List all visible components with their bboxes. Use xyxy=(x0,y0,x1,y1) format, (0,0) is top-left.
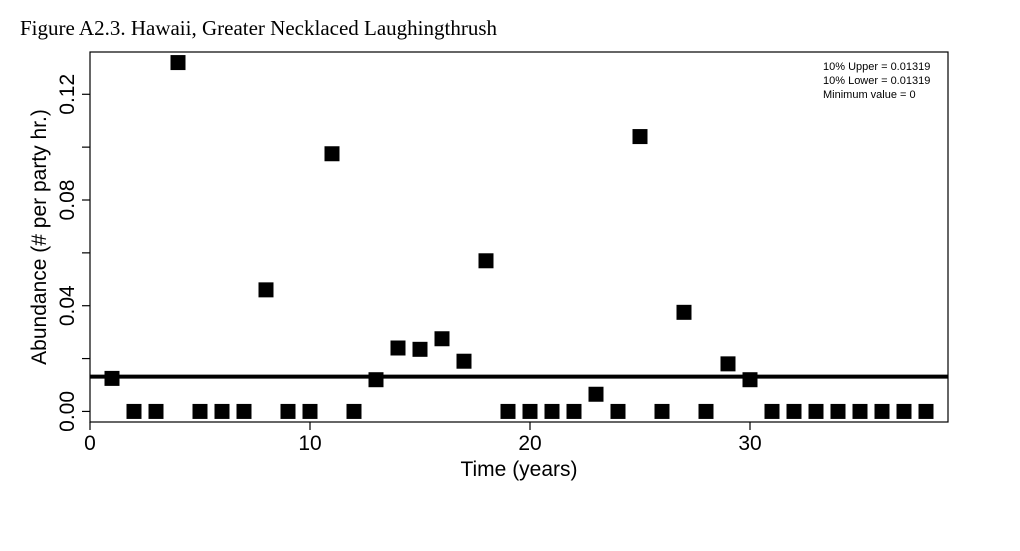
data-point xyxy=(324,146,340,162)
data-point xyxy=(126,403,142,419)
data-point xyxy=(830,403,846,419)
legend-upper: 10% Upper = 0.01319 xyxy=(823,61,930,73)
figure-title: Figure A2.3. Hawaii, Greater Necklaced L… xyxy=(20,16,498,40)
x-tick-label: 20 xyxy=(518,432,541,455)
data-point xyxy=(368,372,384,388)
y-tick-label: 0.04 xyxy=(56,285,79,326)
data-point xyxy=(192,403,208,419)
x-tick-label: 0 xyxy=(84,432,96,455)
data-point xyxy=(346,403,362,419)
data-point xyxy=(874,403,890,419)
y-axis-label: Abundance (# per party hr.) xyxy=(28,109,51,365)
data-point xyxy=(478,253,494,269)
data-point xyxy=(698,403,714,419)
data-point xyxy=(148,403,164,419)
data-point xyxy=(896,403,912,419)
data-point xyxy=(676,304,692,320)
data-point xyxy=(280,403,296,419)
data-point xyxy=(918,403,934,419)
y-tick-label: 0.00 xyxy=(56,391,79,432)
data-point xyxy=(456,353,472,369)
y-axis: 0.00 0.04 0.08 0.12 xyxy=(56,74,90,432)
x-axis: 0 10 20 30 xyxy=(84,422,762,455)
data-point xyxy=(500,403,516,419)
data-point xyxy=(412,341,428,357)
data-point xyxy=(104,370,120,386)
legend-lower: 10% Lower = 0.01319 xyxy=(823,75,930,87)
data-point xyxy=(434,331,450,347)
data-point xyxy=(258,282,274,298)
plot-frame xyxy=(89,51,949,423)
x-tick-label: 30 xyxy=(738,432,761,455)
data-point xyxy=(632,129,648,145)
data-point xyxy=(764,403,780,419)
legend-minimum: Minimum value = 0 xyxy=(823,89,916,101)
data-point xyxy=(236,403,252,419)
x-tick-label: 10 xyxy=(298,432,321,455)
data-point xyxy=(170,55,186,71)
data-point xyxy=(786,403,802,419)
data-point xyxy=(522,403,538,419)
data-point xyxy=(808,403,824,419)
data-point xyxy=(588,386,604,402)
data-points xyxy=(104,55,934,419)
y-tick-label: 0.08 xyxy=(56,180,79,221)
data-point xyxy=(302,403,318,419)
data-point xyxy=(544,403,560,419)
data-point xyxy=(390,340,406,356)
data-point xyxy=(654,403,670,419)
data-point xyxy=(720,356,736,372)
y-tick-label: 0.12 xyxy=(56,74,79,115)
data-point xyxy=(852,403,868,419)
data-point xyxy=(214,403,230,419)
data-point xyxy=(742,372,758,388)
legend: 10% Upper = 0.01319 10% Lower = 0.01319 … xyxy=(823,61,930,101)
data-point xyxy=(610,403,626,419)
x-axis-label: Time (years) xyxy=(460,458,577,481)
data-point xyxy=(566,403,582,419)
